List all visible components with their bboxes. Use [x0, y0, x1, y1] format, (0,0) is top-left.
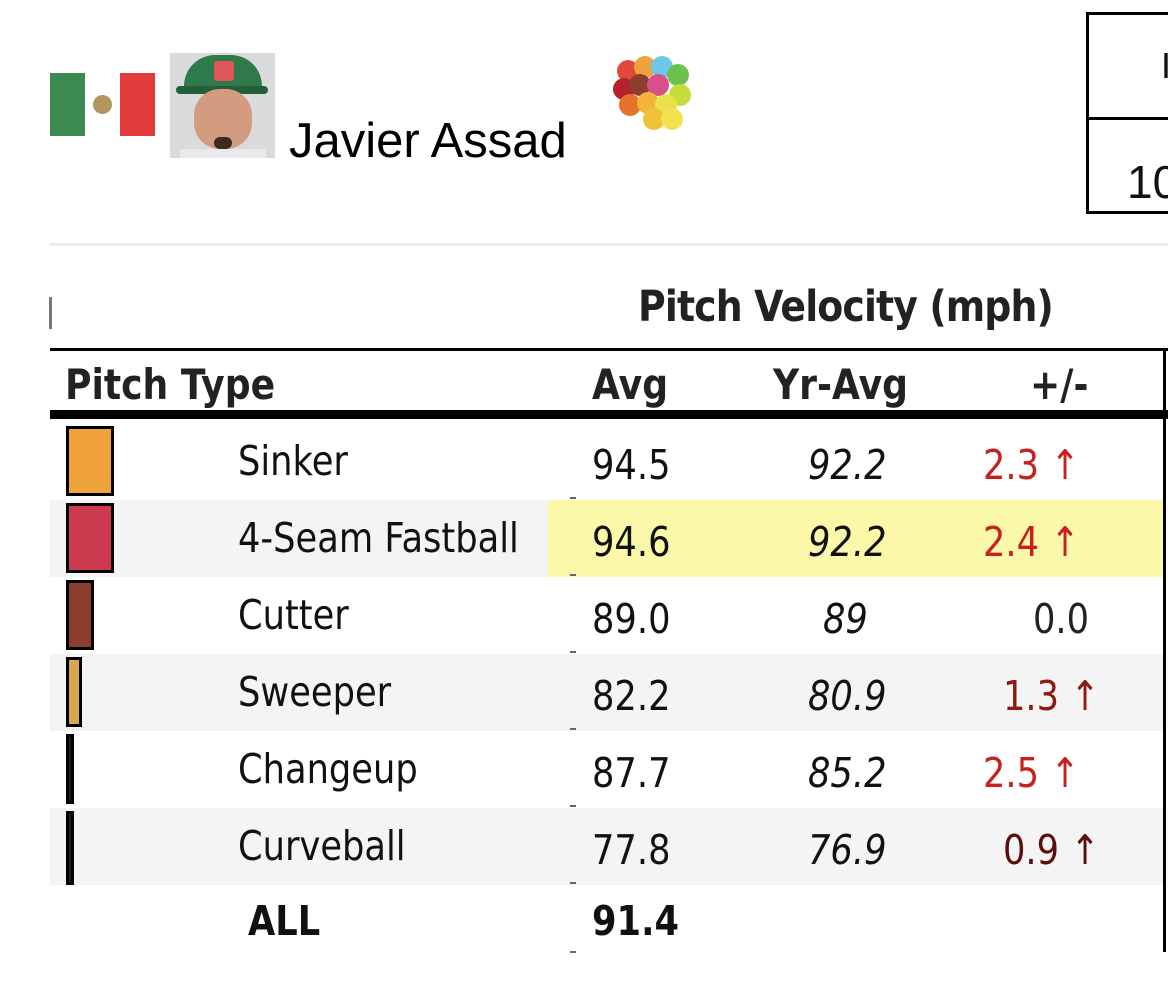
summary-box-value: 10: [1127, 156, 1168, 208]
player-headshot: [170, 53, 275, 158]
yr-avg-value: 80.9: [808, 672, 887, 720]
pitch-usage-swatch: [66, 426, 114, 496]
table-row: Cutter 89.0 89 0.0: [50, 577, 1163, 654]
yr-avg-value: 76.9: [808, 826, 887, 874]
avg-value: 94.6: [592, 518, 671, 566]
yr-avg-value: 92.2: [808, 441, 887, 489]
pitch-name: Changeup: [238, 745, 418, 793]
yr-avg-value: 89: [823, 595, 868, 643]
yr-avg-value: 85.2: [808, 749, 887, 797]
player-name: Javier Assad: [289, 114, 567, 168]
avg-value: 89.0: [592, 595, 671, 643]
diff-value: 0.9 ↑: [1003, 826, 1100, 874]
pitch-usage-swatch: [66, 503, 114, 573]
row-highlight: [548, 500, 1163, 577]
avg-value: 94.5: [592, 441, 671, 489]
pitch-name: Sweeper: [238, 668, 392, 716]
total-avg-value: 91.4: [592, 897, 680, 945]
diff-value: 1.3 ↑: [1003, 672, 1100, 720]
avg-value: 87.7: [592, 749, 671, 797]
pitch-usage-swatch: [66, 580, 94, 650]
table-edge-tick: [49, 297, 52, 329]
col-header-pitch-type: Pitch Type: [65, 360, 276, 409]
summary-box-header: I: [1161, 45, 1168, 86]
table-top-rule: [50, 348, 548, 351]
table-right-border: [1163, 348, 1166, 952]
velocity-spanner-title: Pitch Velocity (mph): [638, 282, 1054, 332]
pitch-name: Cutter: [238, 591, 349, 639]
pitch-usage-swatch: [66, 811, 74, 885]
pitch-usage-swatch: [66, 734, 74, 804]
flag-emblem-icon: [93, 95, 112, 114]
header-rule: [50, 410, 1168, 419]
diff-value: 2.4 ↑: [983, 518, 1080, 566]
total-label: ALL: [248, 897, 321, 945]
pitch-name: Sinker: [238, 437, 348, 485]
diff-value: 2.5 ↑: [983, 749, 1080, 797]
table-row: Changeup 87.7 85.2 2.5 ↑: [50, 731, 1163, 808]
col-header-avg: Avg: [592, 360, 669, 409]
col-header-diff: +/-: [1030, 360, 1089, 409]
table-row: Curveball 77.8 76.9 0.9 ↑: [50, 808, 1163, 885]
pitch-name: 4-Seam Fastball: [238, 514, 519, 562]
pitch-usage-swatch: [66, 657, 82, 727]
spanner-rule: [548, 348, 1168, 351]
diff-value: 2.3 ↑: [983, 441, 1080, 489]
table-row: Sinker 94.5 92.2 2.3 ↑: [50, 423, 1163, 500]
yr-avg-value: 92.2: [808, 518, 887, 566]
diff-value: 0.0: [1033, 595, 1090, 643]
summary-box: I 10: [1086, 12, 1168, 214]
avg-value: 77.8: [592, 826, 671, 874]
table-row-total: ALL 91.4: [50, 885, 1163, 962]
col-header-yr-avg: Yr-Avg: [773, 360, 909, 409]
divider: [50, 243, 1168, 246]
table-row: 4-Seam Fastball 94.6 92.2 2.4 ↑: [50, 500, 1163, 577]
table-row: Sweeper 82.2 80.9 1.3 ↑: [50, 654, 1163, 731]
avg-value: 82.2: [592, 672, 671, 720]
mexico-flag-icon: [50, 73, 155, 136]
pitch-mix-balls-icon: [612, 55, 696, 133]
pitch-name: Curveball: [238, 822, 406, 870]
